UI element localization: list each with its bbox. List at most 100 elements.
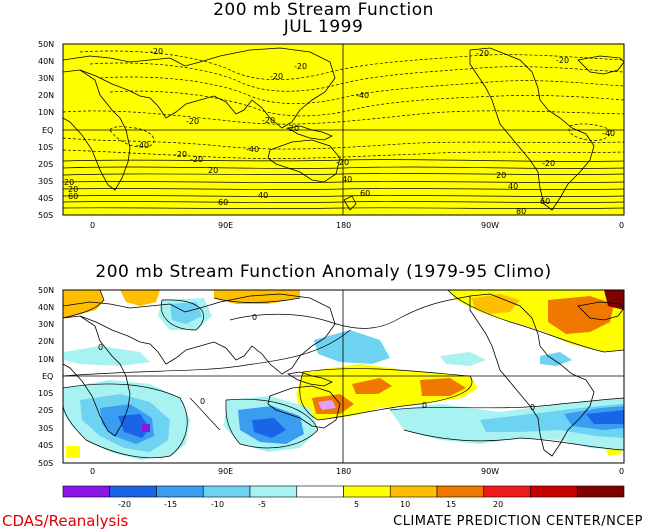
map1-contour-label: -20 (286, 124, 299, 133)
map1-lat-label: 40N (38, 57, 54, 66)
map2-lat-label: 50N (38, 286, 54, 295)
map2-lat-label: 20N (38, 337, 54, 346)
map1-contour-label: -20 (294, 62, 307, 71)
map1-lon-axis: 0 90E 180 90W 0 (90, 221, 624, 230)
colorbar-label: 5 (354, 500, 359, 509)
colorbar-swatch (436, 485, 485, 498)
anomaly-negative-region (314, 330, 390, 364)
anomaly-positive-region (63, 290, 104, 318)
map2-lat-label: 40S (38, 441, 53, 450)
map2-panel: 0 0 0 0 0 50N 40N 30N 20N 10N EQ 10S 20S… (38, 286, 625, 476)
colorbar-swatch (109, 485, 157, 498)
colorbar-label: 20 (493, 500, 503, 509)
map2-coastlines (62, 293, 625, 457)
map2-contour-label: 0 (98, 343, 103, 352)
map1-contour-label: 20 (208, 166, 218, 175)
map1-contour-label: -20 (476, 49, 489, 58)
map1-lon-label: 0 (90, 221, 95, 230)
map1-contour-label: 60 (540, 197, 550, 206)
map1-lat-label: 30N (38, 74, 54, 83)
map1-lat-label: 20S (38, 160, 53, 169)
map2-lon-label: 180 (336, 467, 351, 476)
map2-contour-labels: 0 0 0 0 0 (98, 313, 535, 412)
map1-contour-label: 40 (258, 191, 268, 200)
map2-lon-label: 90W (481, 467, 499, 476)
colorbar-swatches (62, 485, 625, 498)
colorbar-label: 10 (400, 500, 410, 509)
organization-label: CLIMATE PREDICTION CENTER/NCEP (393, 514, 643, 529)
anomaly-positive-region (120, 290, 160, 306)
map1-fill (62, 43, 625, 216)
map1-lat-label: 40S (38, 194, 53, 203)
anomaly-positive-region (66, 446, 80, 458)
colorbar-swatch (202, 485, 251, 498)
anomaly-positive-region (548, 296, 614, 334)
map1-contour-label: 20 (496, 171, 506, 180)
map1-lon-label: 180 (336, 221, 351, 230)
map1-lat-label: 50N (38, 40, 54, 49)
map1-contour-label: -20 (190, 155, 203, 164)
map1-contour-label: 80 (516, 207, 526, 216)
map1-contour-label: -20 (270, 72, 283, 81)
colorbar-swatch (483, 485, 531, 498)
map1-lat-label: 10S (38, 143, 53, 152)
map2-lat-label: 10N (38, 355, 54, 364)
map1-lat-label: 30S (38, 177, 53, 186)
anomaly-positive-region (420, 378, 466, 396)
map2-lon-label: 90E (218, 467, 233, 476)
map1-contour-label: 60 (68, 192, 78, 201)
anomaly-negative-region (252, 418, 286, 438)
map2-lat-label: 30S (38, 424, 53, 433)
map1-contour-label: -20 (336, 158, 349, 167)
map1-lon-label: 90W (481, 221, 499, 230)
map1-subtitle: JUL 1999 (283, 17, 364, 37)
map2-lat-label: 20S (38, 406, 53, 415)
map1-contour-label: -40 (246, 145, 259, 154)
map1-title: 200 mb Stream Function (213, 0, 434, 20)
colorbar-swatch (530, 485, 578, 498)
map2-gridlines (63, 290, 624, 463)
anomaly-positive-region (318, 400, 336, 410)
colorbar-swatch (296, 485, 344, 498)
map1-contour-label: -40 (356, 91, 369, 100)
map1-lat-label: 20N (38, 91, 54, 100)
anomaly-negative-region (64, 346, 150, 366)
colorbar-swatch (62, 485, 111, 498)
map1-contours (62, 159, 625, 210)
map2-lon-label: 0 (619, 467, 624, 476)
map1-contour-label: -40 (602, 129, 615, 138)
map1-lon-label: 90E (218, 221, 233, 230)
map1-panel: -20 -20 -20 -20 -20 -40 -20 -20 -40 -20 … (38, 40, 625, 230)
colorbar-label: -20 (118, 500, 131, 509)
map1-contour-label: -20 (542, 159, 555, 168)
map2-lat-label: 40N (38, 303, 54, 312)
anomaly-positive-region (604, 290, 624, 310)
colorbar-label: -15 (164, 500, 177, 509)
map1-contour-label: 40 (342, 175, 352, 184)
map2-lat-label: EQ (42, 372, 53, 381)
colorbar: -20 -15 -10 -5 5 10 15 20 (62, 485, 625, 509)
colorbar-labels: -20 -15 -10 -5 5 10 15 20 (118, 500, 503, 509)
map2-lon-axis: 0 90E 180 90W 0 (90, 467, 624, 476)
map1-contour-label: 60 (360, 189, 370, 198)
map1-contour-label: 20 (68, 185, 78, 194)
map2-contour-label: 0 (530, 403, 535, 412)
map1-lat-label: 50S (38, 211, 53, 220)
map2-anomaly-fills (63, 290, 624, 460)
map1-lon-label: 0 (619, 221, 624, 230)
colorbar-swatch (343, 485, 391, 498)
map1-contour-label: -20 (174, 150, 187, 159)
map1-neg-contours (62, 50, 625, 159)
map2-contour-label: 0 (200, 397, 205, 406)
map2-contour-label: 0 (252, 313, 257, 322)
colorbar-label: -10 (211, 500, 224, 509)
map1-coastlines (62, 47, 625, 211)
colorbar-swatch (249, 485, 298, 498)
map1-contour-label: -20 (150, 47, 163, 56)
colorbar-label: 15 (446, 500, 456, 509)
map2-lat-label: 50S (38, 459, 53, 468)
map2-lat-label: 10S (38, 389, 53, 398)
map1-lat-axis: 50N 40N 30N 20N 10N EQ 10S 20S 30S 40S 5… (38, 40, 54, 220)
map2-title: 200 mb Stream Function Anomaly (1979-95 … (95, 262, 552, 282)
